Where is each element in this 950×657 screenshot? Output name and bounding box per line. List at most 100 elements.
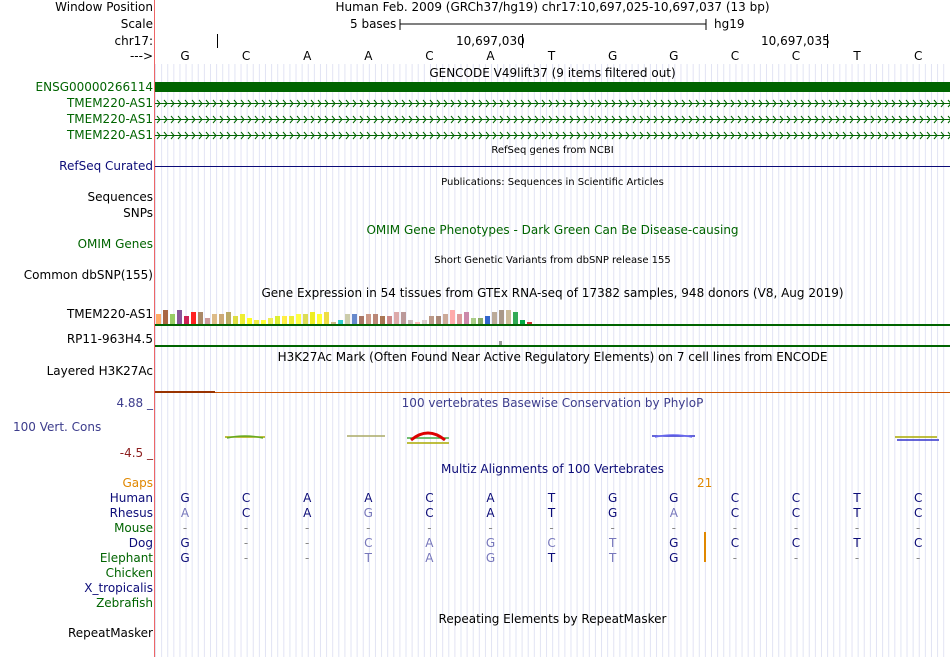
alignment-base: A <box>486 506 495 520</box>
multiz-species-label[interactable]: Zebrafish <box>96 596 153 610</box>
alignment-base: A <box>364 491 373 505</box>
base-letter: A <box>486 49 495 63</box>
snps-label[interactable]: SNPs <box>123 206 153 220</box>
alignment-base: - <box>488 521 493 535</box>
gtex-tissue-bar <box>422 320 427 324</box>
base-letter: C <box>241 49 251 63</box>
publications-label[interactable]: Sequences <box>87 190 153 204</box>
alignment-base: - <box>427 521 432 535</box>
alignment-base: - <box>916 551 921 565</box>
window-position-value[interactable]: Human Feb. 2009 (GRCh37/hg19) chr17:10,6… <box>335 0 770 14</box>
gtex-tissue-bar <box>492 312 497 324</box>
alignment-base: G <box>669 491 679 505</box>
alignment-base: C <box>425 506 434 520</box>
gtex-tissue-bar <box>373 314 378 324</box>
alignment-base: - <box>854 521 860 535</box>
repeatmasker-label[interactable]: RepeatMasker <box>67 626 153 640</box>
publications-title[interactable]: Publications: Sequences in Scientific Ar… <box>441 177 664 188</box>
multiz-gaps-label: Gaps <box>122 476 153 490</box>
alignment-base: T <box>609 551 617 565</box>
multiz-species-label[interactable]: Rhesus <box>109 506 153 520</box>
alignment-base: C <box>913 506 923 520</box>
multiz-species-label[interactable]: Elephant <box>99 551 153 565</box>
gtex-title[interactable]: Gene Expression in 54 tissues from GTEx … <box>261 286 844 300</box>
alignment-base: - <box>243 536 249 550</box>
multiz-species-label[interactable]: Human <box>109 491 153 505</box>
gtex-gene-label[interactable]: RP11-963H4.5 <box>66 332 153 346</box>
cons-wiggle[interactable] <box>155 430 950 450</box>
base-letter: A <box>364 49 373 63</box>
gtex-tissue-bar <box>282 316 287 324</box>
alignment-base: T <box>364 551 372 565</box>
multiz-gap-count: 21 <box>697 476 713 490</box>
gtex-tissue-bar <box>338 320 343 324</box>
gtex-tissue-bar <box>387 316 392 324</box>
refseq-title[interactable]: RefSeq genes from NCBI <box>491 145 614 156</box>
dbsnp-title[interactable]: Short Genetic Variants from dbSNP releas… <box>434 255 671 266</box>
gtex-gene-line <box>155 324 950 326</box>
coord-tick <box>217 34 218 48</box>
multiz-species-label[interactable]: X_tropicalis <box>84 581 153 595</box>
gtex-gene-label[interactable]: TMEM220-AS1 <box>66 307 153 321</box>
gtex-tissue-bar <box>261 320 266 324</box>
repeatmasker-title[interactable]: Repeating Elements by RepeatMasker <box>438 612 667 626</box>
multiz-species-label[interactable]: Mouse <box>114 521 153 535</box>
omim-label[interactable]: OMIM Genes <box>77 237 153 251</box>
alignment-base: C <box>425 491 434 505</box>
gtex-tissue-bar <box>352 314 357 324</box>
multiz-species-sequence <box>0 581 950 596</box>
refseq-line[interactable] <box>155 166 950 167</box>
gencode-intron-lines[interactable] <box>155 96 950 144</box>
gtex-tissue-bar <box>310 312 315 324</box>
alignment-base: C <box>730 506 740 520</box>
gtex-tissue-bar <box>457 314 462 324</box>
multiz-species-label[interactable]: Dog <box>128 536 153 550</box>
coord-tick <box>827 34 828 48</box>
omim-title[interactable]: OMIM Gene Phenotypes - Dark Green Can Be… <box>366 223 739 237</box>
gtex-tissue-bar <box>464 312 469 324</box>
multiz-species-label[interactable]: Chicken <box>105 566 153 580</box>
window-position-label: Window Position <box>55 0 153 14</box>
cons-label[interactable]: 100 Vert. Cons <box>13 420 102 434</box>
alignment-base: C <box>791 506 801 520</box>
gtex-tissue-bar <box>198 312 203 324</box>
gencode-item-tmem[interactable]: TMEM220-AS1 <box>66 96 153 110</box>
base-letter: G <box>180 49 190 63</box>
multiz-title[interactable]: Multiz Alignments of 100 Vertebrates <box>440 462 665 476</box>
alignment-base: - <box>305 551 310 565</box>
gencode-item-tmem[interactable]: TMEM220-AS1 <box>66 128 153 142</box>
dbsnp-label[interactable]: Common dbSNP(155) <box>23 268 153 282</box>
alignment-base: A <box>303 506 312 520</box>
base-grid <box>155 64 945 657</box>
h3k27ac-label[interactable]: Layered H3K27Ac <box>46 364 153 378</box>
gencode-ensg-bar[interactable] <box>155 82 950 92</box>
gtex-tissue-bar <box>331 322 336 324</box>
refseq-label[interactable]: RefSeq Curated <box>59 159 153 173</box>
gencode-item-tmem[interactable]: TMEM220-AS1 <box>66 112 153 126</box>
alignment-base: G <box>485 551 496 565</box>
alignment-base: C <box>913 536 923 550</box>
cons-title[interactable]: 100 vertebrates Basewise Conservation by… <box>401 396 704 410</box>
alignment-base: A <box>180 506 190 520</box>
gtex-tissue-bar <box>303 314 308 324</box>
gtex-tissue-bar <box>471 318 476 324</box>
gtex-tissue-bar <box>415 322 420 324</box>
h3k27ac-baseline <box>155 392 950 393</box>
gtex-tissue-bar <box>380 316 385 324</box>
gtex-tissue-bar <box>345 314 350 324</box>
alignment-base: A <box>303 491 312 505</box>
gencode-item-ensg[interactable]: ENSG00000266114 <box>35 80 153 94</box>
gtex-tissue-bar <box>275 316 280 324</box>
gtex-bar-chart[interactable] <box>155 306 950 326</box>
gtex-tissue-bar <box>317 314 322 324</box>
h3k27ac-title[interactable]: H3K27Ac Mark (Often Found Near Active Re… <box>277 350 828 364</box>
gencode-title[interactable]: GENCODE V49lift37 (9 items filtered out) <box>429 66 676 80</box>
alignment-base: G <box>608 506 618 520</box>
alignment-base: C <box>913 491 923 505</box>
gtex-tissue-bar <box>219 314 224 324</box>
